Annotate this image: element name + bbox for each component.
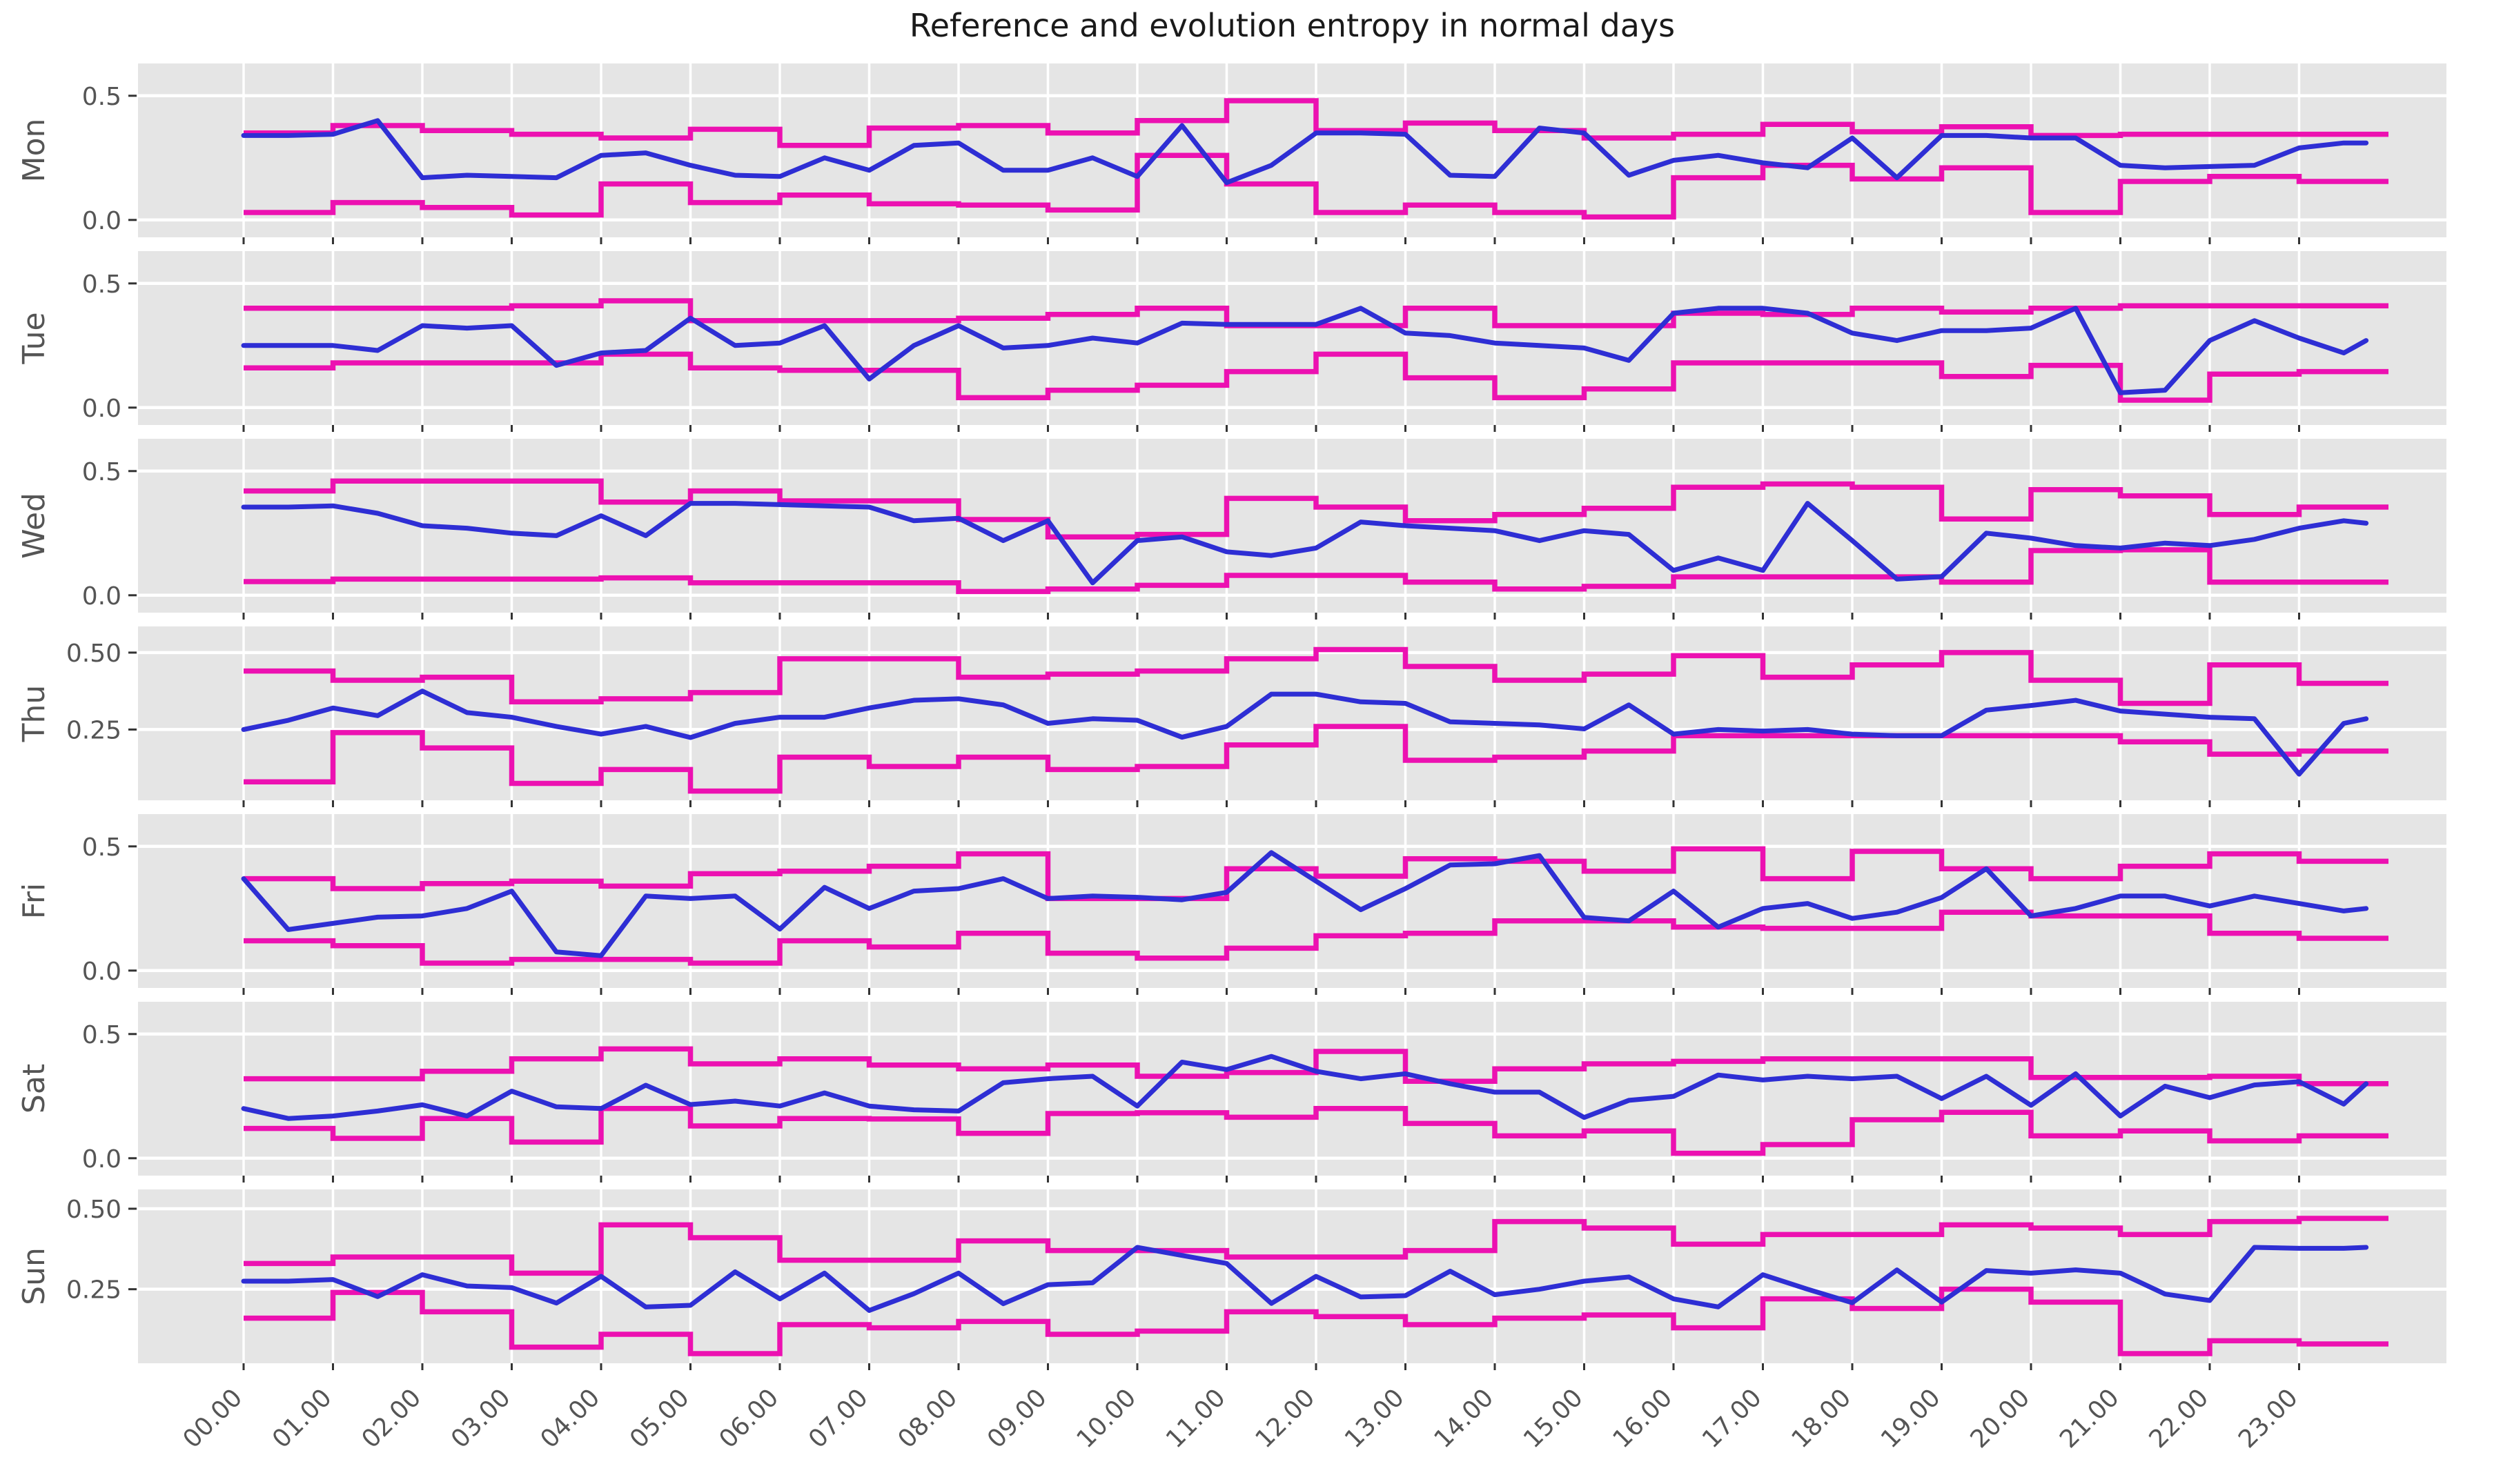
x-tick-label: 04.00: [535, 1383, 605, 1454]
day-label-sat: Sat: [17, 1064, 52, 1114]
y-tick-label: 0.5: [82, 458, 121, 486]
y-tick-label: 0.50: [66, 640, 121, 668]
x-tick-label: 03.00: [446, 1383, 516, 1454]
y-tick-label: 0.25: [66, 716, 121, 744]
evolution-line: [241, 689, 2369, 777]
x-tick-label: 08.00: [892, 1383, 963, 1454]
subplot-sat: 0.5 0.0 Sat: [17, 1002, 2446, 1183]
reference-lower-line: [244, 547, 2388, 595]
y-tick-label: 0.5: [82, 270, 121, 299]
x-tick-label: 00.00: [177, 1383, 248, 1454]
x-tick-label: 01.00: [267, 1383, 337, 1454]
evolution-line: [241, 501, 2369, 586]
subplot-tue: 0.5 0.0 Tue: [17, 251, 2446, 432]
y-tick-label: 0.0: [82, 582, 121, 611]
panel-background: [138, 439, 2446, 613]
x-tick-label: 18.00: [1786, 1383, 1856, 1454]
panel-background: [138, 1189, 2446, 1363]
x-tick-label: 13.00: [1340, 1383, 1410, 1454]
x-tick-label: 17.00: [1697, 1383, 1767, 1454]
subplot-thu: 0.50 0.25 Thu: [17, 626, 2446, 807]
subplot-mon: 0.5 0.0 Mon: [17, 63, 2446, 244]
x-tick-label: 20.00: [1965, 1383, 2035, 1454]
x-tick-label: 09.00: [982, 1383, 1052, 1454]
y-tick-label: 0.5: [82, 83, 121, 111]
day-label-fri: Fri: [17, 883, 52, 919]
panel-background: [138, 251, 2446, 425]
x-tick-label: 22.00: [2143, 1383, 2214, 1454]
evolution-line: [241, 306, 2369, 395]
x-tick-label: 21.00: [2054, 1383, 2125, 1454]
x-tick-label: 10.00: [1071, 1383, 1141, 1454]
reference-lower-line: [244, 152, 2388, 220]
x-tick-label: 15.00: [1518, 1383, 1589, 1454]
y-tick-label: 0.5: [82, 833, 121, 862]
subplot-fri: 0.5 0.0 Fri: [17, 814, 2446, 995]
chart-title: Reference and evolution entropy in norma…: [909, 7, 1676, 44]
x-tick-label: 07.00: [803, 1383, 874, 1454]
day-label-wed: Wed: [17, 493, 52, 559]
y-tick-label: 0.0: [82, 1145, 121, 1174]
panel-background: [138, 1002, 2446, 1176]
reference-upper-line: [244, 646, 2388, 706]
reference-upper-line: [244, 1216, 2388, 1276]
evolution-line: [241, 850, 2369, 958]
reference-upper-line: [244, 846, 2388, 902]
x-tick-label: 11.00: [1161, 1383, 1231, 1454]
reference-lower-line: [244, 1286, 2388, 1356]
x-tick-label: 05.00: [625, 1383, 695, 1454]
evolution-line: [241, 1245, 2369, 1313]
x-tick-label: 23.00: [2233, 1383, 2304, 1454]
y-tick-label: 0.0: [82, 958, 121, 986]
y-tick-label: 0.0: [82, 207, 121, 235]
x-tick-label: 12.00: [1250, 1383, 1320, 1454]
y-tick-label: 0.25: [66, 1276, 121, 1305]
evolution-line: [241, 118, 2369, 186]
reference-lower-line: [244, 351, 2388, 403]
day-label-tue: Tue: [17, 312, 52, 364]
day-label-mon: Mon: [17, 119, 52, 183]
y-tick-label: 0.5: [82, 1021, 121, 1049]
x-tick-label: 06.00: [714, 1383, 784, 1454]
reference-upper-line: [244, 478, 2388, 540]
x-tick-label: 19.00: [1876, 1383, 1946, 1454]
reference-lower-line: [244, 1106, 2388, 1156]
day-label-thu: Thu: [17, 685, 52, 743]
subplot-wed: 0.5 0.0 Wed: [17, 439, 2446, 620]
reference-upper-line: [244, 98, 2388, 148]
y-tick-label: 0.50: [66, 1196, 121, 1224]
subplot-sun: 0.50 0.25 Sun: [17, 1189, 2446, 1370]
evolution-line: [241, 1053, 2369, 1121]
x-tick-label: 16.00: [1607, 1383, 1678, 1454]
x-tick-label: 02.00: [356, 1383, 426, 1454]
day-label-sun: Sun: [17, 1247, 52, 1305]
x-axis-labels: 00.00 01.00 02.00 03.00 04.00 05.00 06.00 07.00…: [177, 1383, 2303, 1454]
panel-background: [138, 626, 2446, 800]
y-tick-label: 0.0: [82, 395, 121, 423]
x-tick-label: 14.00: [1429, 1383, 1499, 1454]
reference-lower-line: [244, 909, 2388, 966]
reference-upper-line: [244, 298, 2388, 328]
reference-lower-line: [244, 724, 2388, 794]
reference-upper-line: [244, 1046, 2388, 1087]
